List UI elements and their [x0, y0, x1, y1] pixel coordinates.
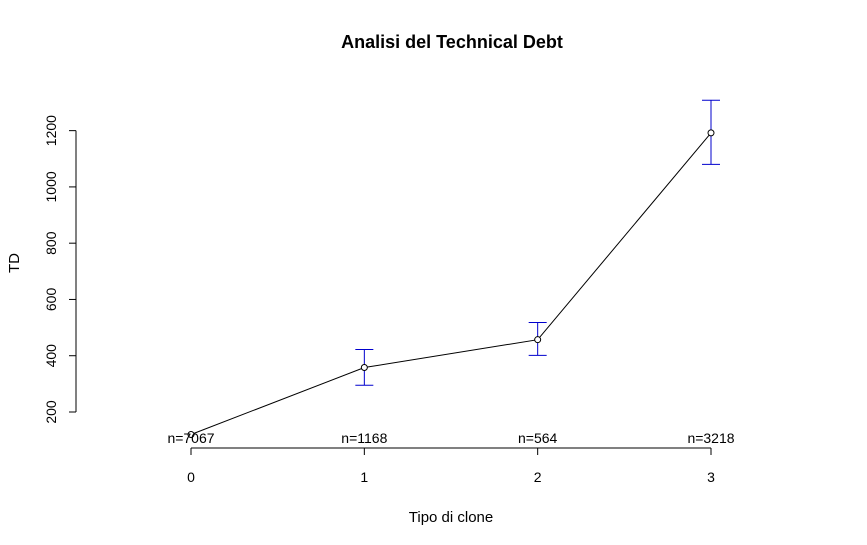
x-tick-label: 0 — [187, 469, 195, 485]
x-axis-label: Tipo di clone — [409, 509, 494, 526]
count-label: n=3218 — [687, 430, 734, 446]
y-tick-label: 600 — [43, 288, 59, 312]
data-series — [187, 129, 715, 438]
data-point — [360, 364, 368, 372]
y-tick-label: 1000 — [43, 171, 59, 202]
y-tick-label: 400 — [43, 344, 59, 368]
x-tick-label: 2 — [534, 469, 542, 485]
y-tick-label: 800 — [43, 231, 59, 255]
data-point — [707, 129, 715, 137]
count-labels: n=7067 n=1168 n=564 n=3218 — [167, 430, 734, 446]
y-axis: 200 400 600 800 1000 1200 — [43, 115, 77, 424]
series-line — [190, 132, 712, 435]
x-tick-label: 3 — [707, 469, 715, 485]
count-label: n=1168 — [341, 430, 387, 446]
y-axis-label: TD — [6, 253, 23, 273]
count-label: n=564 — [518, 430, 558, 446]
data-point — [187, 430, 195, 438]
count-label: n=7067 — [167, 430, 214, 446]
data-point — [534, 336, 542, 344]
y-tick-label: 1200 — [43, 115, 59, 146]
chart-title: Analisi del Technical Debt — [341, 32, 563, 52]
x-axis: 0 1 2 3 — [187, 447, 715, 485]
y-tick-label: 200 — [43, 400, 59, 424]
x-tick-label: 1 — [360, 469, 368, 485]
